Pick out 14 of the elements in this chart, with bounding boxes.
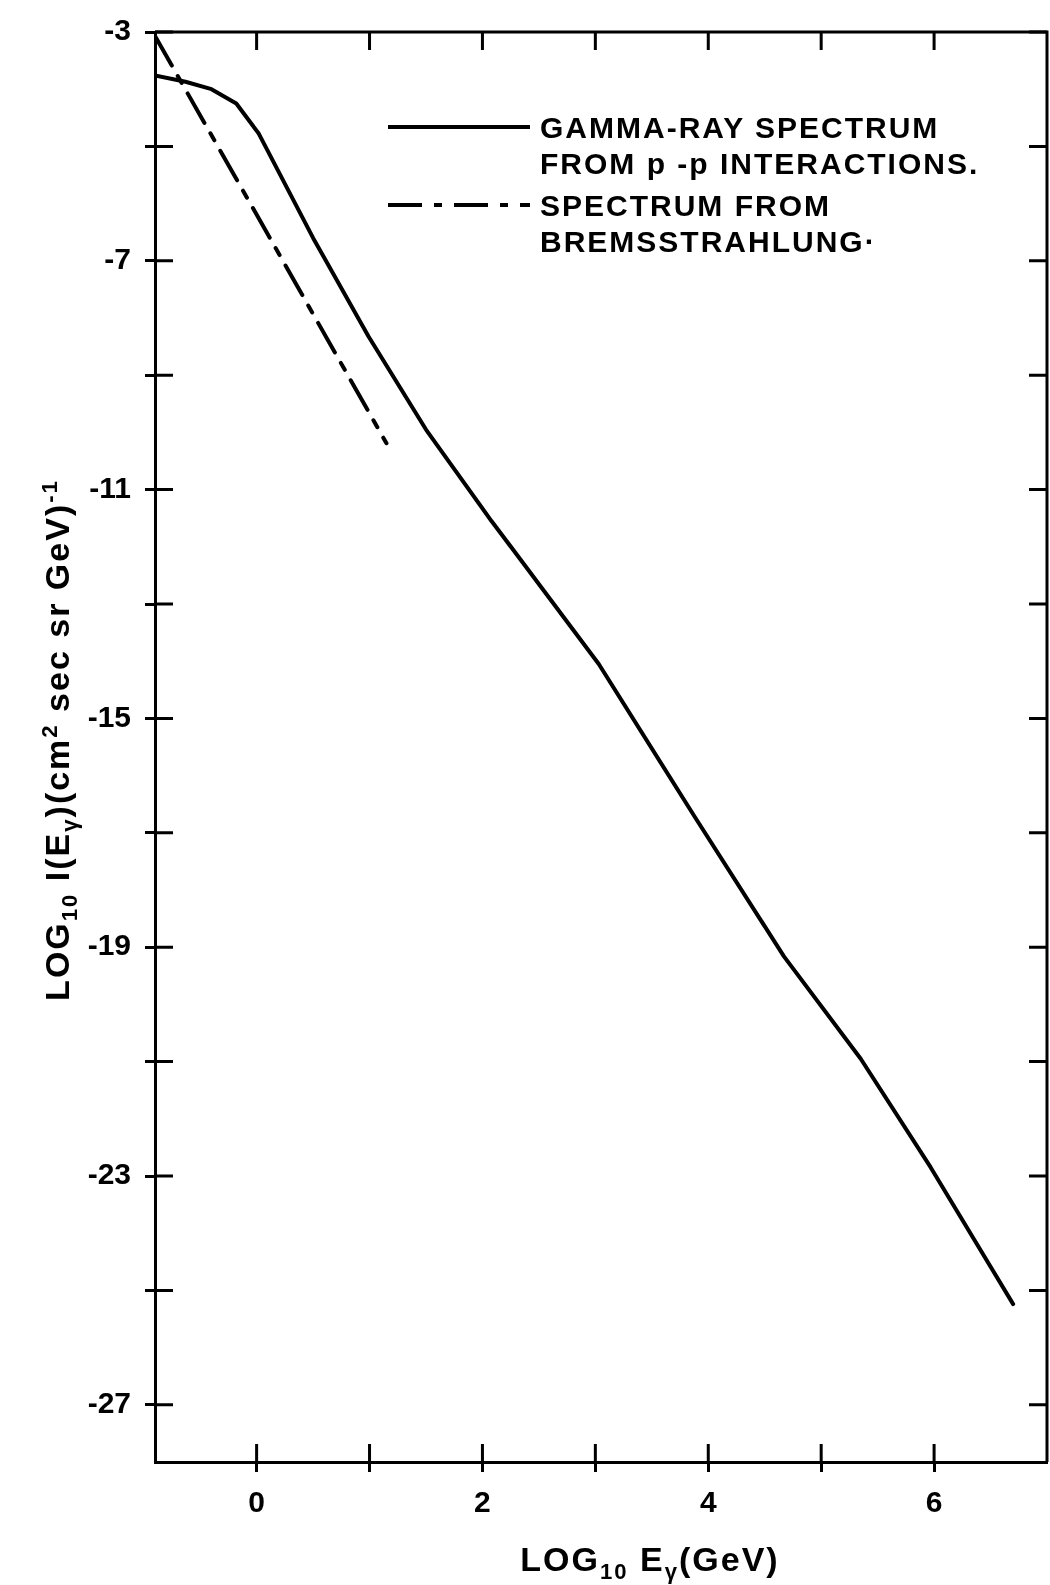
x-tick-label: 6 xyxy=(925,1485,943,1519)
y-tick-label: -3 xyxy=(104,13,131,47)
y-tick-label: -23 xyxy=(87,1157,131,1191)
legend-label: SPECTRUM FROM BREMSSTRAHLUNG· xyxy=(540,188,878,260)
x-axis-title: LOG$_{10}$ E$_{γ}$(GeV) xyxy=(520,1540,780,1585)
y-tick-label: -27 xyxy=(87,1386,131,1420)
x-tick-label: 4 xyxy=(699,1485,717,1519)
y-tick-label: -15 xyxy=(87,699,131,733)
y-tick-label: -11 xyxy=(89,470,131,504)
y-tick-label: -19 xyxy=(87,928,131,962)
legend-label: GAMMA-RAY SPECTRUM FROM p -p INTERACTIONS. xyxy=(540,110,981,182)
x-tick-label: 0 xyxy=(248,1485,265,1519)
y-tick-label: -7 xyxy=(104,242,131,276)
x-tick-label: 2 xyxy=(474,1485,491,1519)
